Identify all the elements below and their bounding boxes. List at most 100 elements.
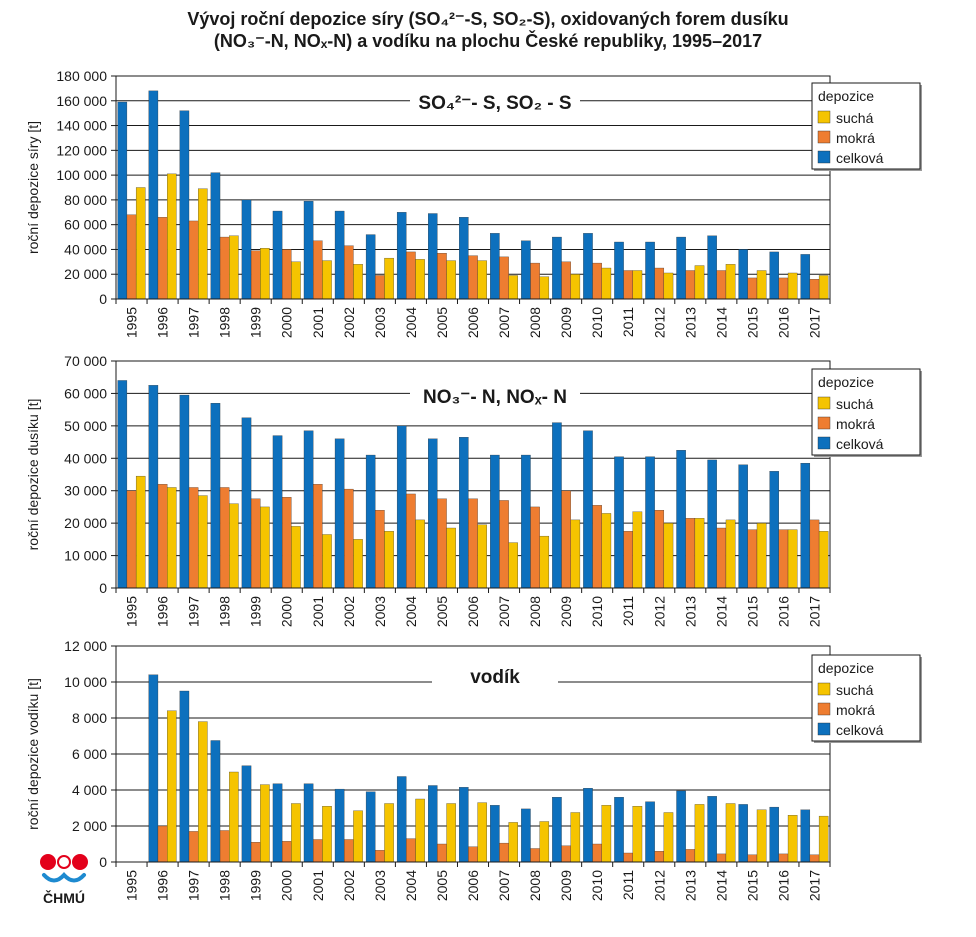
bar-celkova-2002 xyxy=(334,788,345,863)
bar-mokra-2017 xyxy=(809,854,820,863)
bar-mokra-2010 xyxy=(592,843,602,863)
bar-mokra-2008 xyxy=(530,506,540,589)
bar-mokra-2004 xyxy=(406,251,416,300)
bar-celkova-2006 xyxy=(459,437,469,589)
bar-sucha-1998 xyxy=(229,771,239,863)
x-tick-label: 2004 xyxy=(403,870,419,901)
bar-sucha-2016 xyxy=(787,529,798,589)
x-tick-label: 2013 xyxy=(682,596,698,627)
x-tick-label: 2005 xyxy=(434,307,450,338)
y-tick-label: 40 000 xyxy=(64,241,107,257)
bar-sucha-2015 xyxy=(756,809,767,863)
y-tick-label: 2 000 xyxy=(72,818,107,834)
x-tick-label: 2015 xyxy=(744,307,760,338)
y-tick-label: 40 000 xyxy=(64,450,107,466)
bar-celkova-1998 xyxy=(210,172,221,300)
x-tick-label: 2014 xyxy=(713,596,729,627)
logo-circle-right xyxy=(72,854,88,870)
bar-celkova-2003 xyxy=(365,454,376,589)
bar-celkova-1999 xyxy=(241,417,252,589)
bar-celkova-2005 xyxy=(428,213,438,300)
bar-celkova-2010 xyxy=(583,233,593,300)
bar-celkova-2002 xyxy=(334,438,345,589)
x-tick-label: 2004 xyxy=(403,307,419,338)
bar-mokra-1998 xyxy=(219,236,230,300)
bar-celkova-2001 xyxy=(303,783,314,863)
bar-sucha-2002 xyxy=(353,264,363,300)
legend-swatch-celkova xyxy=(817,722,831,736)
bar-celkova-2015 xyxy=(738,464,748,589)
y-tick-label: 120 000 xyxy=(56,142,107,158)
bar-mokra-2011 xyxy=(623,852,633,863)
bar-mokra-2012 xyxy=(654,851,665,863)
bar-mokra-2016 xyxy=(778,529,789,589)
bar-mokra-2002 xyxy=(344,839,354,863)
legend-label-sucha: suchá xyxy=(836,110,874,126)
bar-sucha-1997 xyxy=(198,188,208,300)
panel-label-background xyxy=(432,662,558,690)
x-tick-label: 2010 xyxy=(589,870,605,901)
legend-swatch-celkova xyxy=(817,436,831,450)
bar-sucha-2003 xyxy=(384,531,394,589)
bar-mokra-2003 xyxy=(375,275,385,300)
x-tick-label: 2011 xyxy=(620,870,636,900)
bar-celkova-2012 xyxy=(645,456,655,589)
bar-mokra-1995 xyxy=(126,490,137,589)
bar-sucha-2007 xyxy=(508,542,518,589)
y-tick-label: 180 000 xyxy=(56,68,107,84)
bar-celkova-2004 xyxy=(396,425,407,589)
bar-sucha-2004 xyxy=(415,519,425,589)
bar-celkova-2006 xyxy=(459,217,469,300)
bar-sucha-1999 xyxy=(260,248,270,300)
x-tick-label: 2007 xyxy=(496,307,512,338)
legend-label-sucha: suchá xyxy=(836,396,874,412)
bar-mokra-2011 xyxy=(623,270,633,300)
y-axis-label: roční depozice vodíku [t] xyxy=(25,678,41,830)
legend-swatch-mokra xyxy=(817,130,831,144)
legend-label-celkova: celková xyxy=(836,150,884,166)
x-tick-label: 2010 xyxy=(589,596,605,627)
x-tick-label: 2016 xyxy=(775,870,791,901)
bar-celkova-2016 xyxy=(769,471,779,589)
x-tick-label: 2002 xyxy=(341,596,357,627)
bar-mokra-2009 xyxy=(561,845,571,863)
x-tick-label: 2009 xyxy=(558,870,574,901)
bar-mokra-2010 xyxy=(592,505,602,589)
y-tick-label: 80 000 xyxy=(64,192,107,208)
logo-circle-left xyxy=(40,854,56,870)
x-tick-label: 1996 xyxy=(155,307,171,338)
x-tick-label: 2006 xyxy=(465,870,481,901)
bar-mokra-1999 xyxy=(250,250,261,300)
panel-label: vodík xyxy=(470,667,520,688)
bar-sucha-2003 xyxy=(384,257,394,300)
bar-sucha-2008 xyxy=(539,276,550,300)
bar-celkova-2000 xyxy=(272,435,283,589)
x-tick-label: 2014 xyxy=(713,870,729,901)
legend-label-mokra: mokrá xyxy=(836,702,875,718)
bar-mokra-1997 xyxy=(188,831,199,863)
chart-panel-3: 0 2 000 4 000 6 000 8 000 10 000 12 000 1995 199… xyxy=(25,638,922,901)
bar-sucha-1995 xyxy=(135,475,146,589)
bar-mokra-2013 xyxy=(685,518,696,589)
bar-sucha-1996 xyxy=(167,710,177,863)
legend-swatch-mokra xyxy=(817,416,831,430)
x-tick-label: 2011 xyxy=(620,307,636,337)
bar-celkova-2007 xyxy=(490,233,500,300)
bar-sucha-2014 xyxy=(725,264,736,300)
bar-mokra-2003 xyxy=(375,850,385,863)
bar-sucha-1997 xyxy=(198,495,208,589)
bar-celkova-2014 xyxy=(707,796,717,863)
legend-swatch-celkova xyxy=(817,150,831,164)
x-tick-label: 2005 xyxy=(434,870,450,901)
bar-sucha-2006 xyxy=(477,524,487,589)
x-tick-label: 2015 xyxy=(744,596,760,627)
legend-swatch-mokra xyxy=(817,702,831,716)
y-tick-label: 70 000 xyxy=(64,353,107,369)
bar-mokra-1999 xyxy=(250,498,261,589)
x-tick-label: 2001 xyxy=(310,870,326,901)
bar-sucha-2000 xyxy=(291,261,301,300)
panel-label-background xyxy=(410,86,580,118)
x-tick-label: 2002 xyxy=(341,307,357,338)
x-tick-label: 1997 xyxy=(186,596,202,627)
bar-sucha-2009 xyxy=(570,519,581,589)
